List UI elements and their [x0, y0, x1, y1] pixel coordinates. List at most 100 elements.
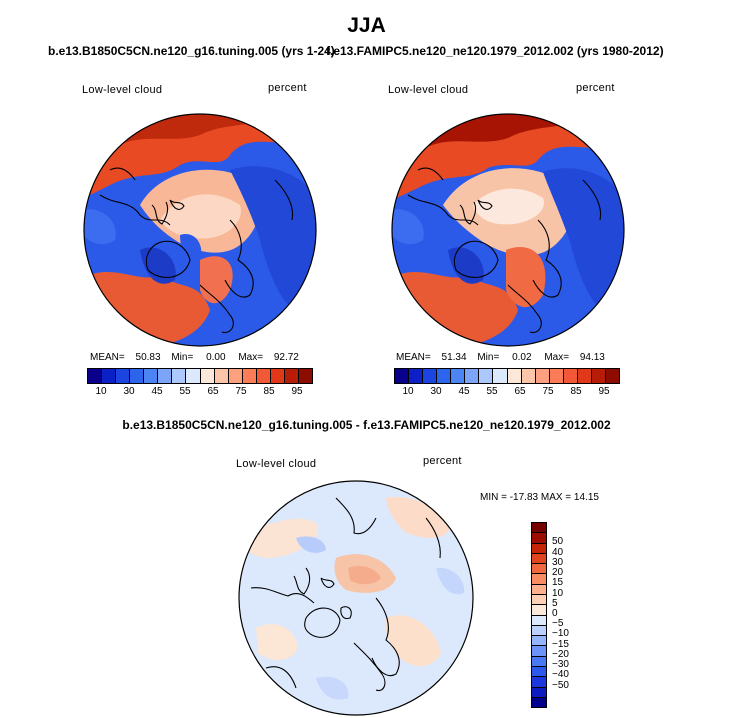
colorbar-swatch — [532, 655, 546, 666]
panel2-mean-label: MEAN= — [396, 352, 431, 363]
colorbar-swatch — [269, 369, 284, 383]
colorbar-swatch — [115, 369, 130, 383]
colorbar-swatch — [532, 676, 546, 687]
colorbar-swatch — [297, 369, 312, 383]
panel2-min-label: Min= — [477, 352, 500, 363]
colorbar-swatch — [255, 369, 270, 383]
panel1-units-label: percent — [268, 82, 307, 94]
colorbar-tick-label: −5 — [552, 618, 564, 630]
colorbar-swatch — [88, 369, 102, 383]
colorbar-tick-label: 10 — [95, 386, 107, 397]
colorbar-swatch — [143, 369, 158, 383]
panel2-max-label: Max= — [544, 352, 570, 363]
colorbar-swatch — [227, 369, 242, 383]
colorbar-swatch — [492, 369, 507, 383]
colorbar-tick-label: 10 — [552, 587, 564, 599]
colorbar-swatch — [422, 369, 437, 383]
colorbar-tick-label: 75 — [542, 386, 554, 397]
diff-colorbar — [531, 522, 547, 708]
colorbar-tick-label: 65 — [207, 386, 219, 397]
colorbar-swatch — [436, 369, 451, 383]
colorbar-swatch — [506, 369, 521, 383]
colorbar-tick-label: 30 — [430, 386, 442, 397]
colorbar-swatch — [101, 369, 116, 383]
colorbar-swatch — [532, 573, 546, 584]
panel2-stats: MEAN= 51.34 Min= 0.02 Max= 94.13 — [396, 352, 605, 363]
colorbar-tick-label: 30 — [123, 386, 135, 397]
colorbar-tick-label: 75 — [235, 386, 247, 397]
colorbar-tick-label: −30 — [552, 659, 569, 671]
panel2-units-label: percent — [576, 82, 615, 94]
panel1-max-label: Max= — [238, 352, 264, 363]
colorbar-swatch — [532, 583, 546, 594]
panel1-polar-map — [83, 113, 317, 347]
panel1-min-label: Min= — [171, 352, 194, 363]
colorbar-tick-label: 30 — [552, 556, 564, 568]
colorbar-swatch — [213, 369, 228, 383]
panel1-max-value: 92.72 — [273, 352, 299, 363]
colorbar-swatch — [520, 369, 535, 383]
colorbar-swatch — [464, 369, 479, 383]
colorbar-tick-label: −20 — [552, 648, 569, 660]
colorbar-swatch — [395, 369, 409, 383]
diff-title: b.e13.B1850C5CN.ne120_g16.tuning.005 - f… — [122, 418, 611, 432]
colorbar-tick-label: 65 — [514, 386, 526, 397]
colorbar-swatch — [129, 369, 144, 383]
colorbar-swatch — [590, 369, 605, 383]
colorbar-swatch — [532, 542, 546, 553]
colorbar-tick-label: 10 — [402, 386, 414, 397]
panel1-colorbar-ticks: 10 30 45 55 65 75 85 95 — [87, 386, 311, 400]
colorbar-swatch — [532, 532, 546, 543]
panel1-mean-label: MEAN= — [90, 352, 125, 363]
panel2-colorbar-ticks: 10 30 45 55 65 75 85 95 — [394, 386, 618, 400]
colorbar-tick-label: 20 — [552, 567, 564, 579]
panel2-min-value: 0.02 — [512, 352, 532, 363]
colorbar-tick-label: 40 — [552, 546, 564, 558]
colorbar-swatch — [604, 369, 619, 383]
colorbar-swatch — [241, 369, 256, 383]
diff-colorbar-ticks: 50 40 30 20 15 10 5 0 −5 −10 −15 −20 −30 −40 −50 — [552, 522, 592, 706]
colorbar-tick-label: −10 — [552, 628, 569, 640]
colorbar-tick-label: 5 — [552, 597, 558, 609]
colorbar-swatch — [157, 369, 172, 383]
colorbar-tick-label: −50 — [552, 679, 569, 691]
panel1-min-value: 0.00 — [206, 352, 226, 363]
panel2-variable-label: Low-level cloud — [388, 84, 469, 96]
diff-polar-map — [238, 480, 474, 716]
colorbar-swatch — [532, 665, 546, 677]
colorbar-tick-label: 85 — [263, 386, 275, 397]
panel2-polar-map — [391, 113, 625, 347]
case-b-title: f.e13.FAMIPC5.ne120_ne120.1979_2012.002 … — [326, 44, 664, 58]
colorbar-tick-label: 50 — [552, 536, 564, 548]
colorbar-swatch — [478, 369, 493, 383]
colorbar-swatch — [532, 645, 546, 656]
colorbar-swatch — [408, 369, 423, 383]
colorbar-swatch — [548, 369, 563, 383]
colorbar-swatch — [450, 369, 465, 383]
colorbar-swatch — [532, 563, 546, 574]
colorbar-swatch — [532, 604, 546, 615]
colorbar-swatch — [576, 369, 591, 383]
colorbar-tick-label: 95 — [598, 386, 610, 397]
colorbar-swatch — [532, 635, 546, 646]
colorbar-swatch — [532, 686, 546, 697]
panel2-mean-value: 51.34 — [441, 352, 467, 363]
panel2-max-value: 94.13 — [579, 352, 605, 363]
panel1-colorbar — [87, 368, 313, 384]
colorbar-tick-label: −40 — [552, 669, 569, 681]
colorbar-tick-label: 45 — [151, 386, 163, 397]
colorbar-swatch — [532, 523, 546, 533]
panel1-mean-value: 50.83 — [135, 352, 161, 363]
colorbar-swatch — [185, 369, 200, 383]
colorbar-tick-label: −15 — [552, 638, 569, 650]
colorbar-tick-label: 15 — [552, 577, 564, 589]
colorbar-swatch — [532, 593, 546, 605]
colorbar-tick-label: 55 — [486, 386, 498, 397]
colorbar-swatch — [532, 552, 546, 564]
colorbar-tick-label: 85 — [570, 386, 582, 397]
case-a-title: b.e13.B1850C5CN.ne120_g16.tuning.005 (yr… — [48, 44, 335, 58]
colorbar-swatch — [534, 369, 549, 383]
colorbar-swatch — [532, 614, 546, 625]
panel2-colorbar — [394, 368, 620, 384]
colorbar-swatch — [562, 369, 577, 383]
